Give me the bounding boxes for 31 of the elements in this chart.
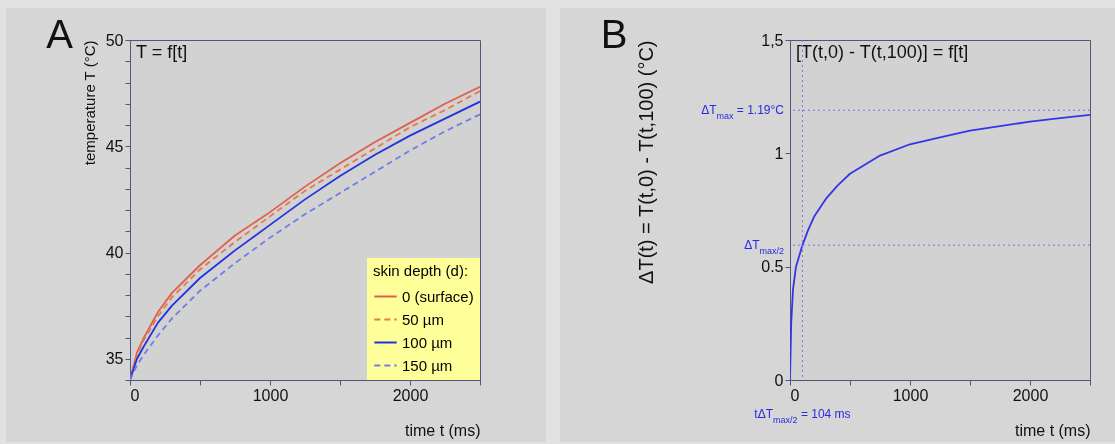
chart-title: B — [600, 12, 628, 56]
y-tick-label: 0 — [774, 371, 784, 389]
annotation: [T(t,0) - T(t,100)] = f[t] — [796, 42, 969, 62]
y-tick-label: 35 — [105, 350, 124, 368]
ref-line-label: ΔT$_{max/2}$ — [744, 238, 784, 257]
annotation: T = f[t] — [136, 42, 188, 62]
ref-line-label: tΔT$_{max/2}$ = 104 ms — [754, 407, 851, 425]
y-axis-title: temperature T (°C) — [80, 40, 98, 166]
y-tick-label: 50 — [105, 31, 124, 49]
legend-label: 100 µm — [402, 333, 453, 351]
y-tick-label: 1 — [774, 144, 784, 162]
x-tick-label: 0 — [790, 386, 800, 404]
legend-label: 150 µm — [402, 356, 453, 374]
legend-label: 0 (surface) — [402, 287, 474, 305]
x-tick-label: 2000 — [392, 386, 429, 404]
chart-title: A — [46, 12, 74, 56]
x-tick-label: 1000 — [892, 386, 929, 404]
line-series — [790, 113, 1090, 380]
x-axis-title: time t (ms) — [404, 421, 481, 439]
y-tick-label: 0.5 — [761, 258, 784, 276]
legend-label: 50 µm — [402, 310, 444, 328]
y-axis-title: ΔT(t) = T(t,0) - T(t,100) (°C) — [635, 40, 658, 284]
y-tick-label: 1,5 — [761, 31, 784, 49]
x-tick-label: 2000 — [1012, 386, 1049, 404]
ref-line-label: ΔT$_{max}$ = 1.19°C — [701, 103, 785, 122]
x-axis-title: time t (ms) — [1014, 421, 1091, 439]
y-tick-label: 45 — [105, 137, 124, 155]
legend-title: skin depth (d): — [373, 262, 469, 279]
x-tick-label: 0 — [130, 386, 140, 404]
y-tick-label: 40 — [105, 244, 124, 261]
x-tick-label: 1000 — [252, 386, 289, 404]
